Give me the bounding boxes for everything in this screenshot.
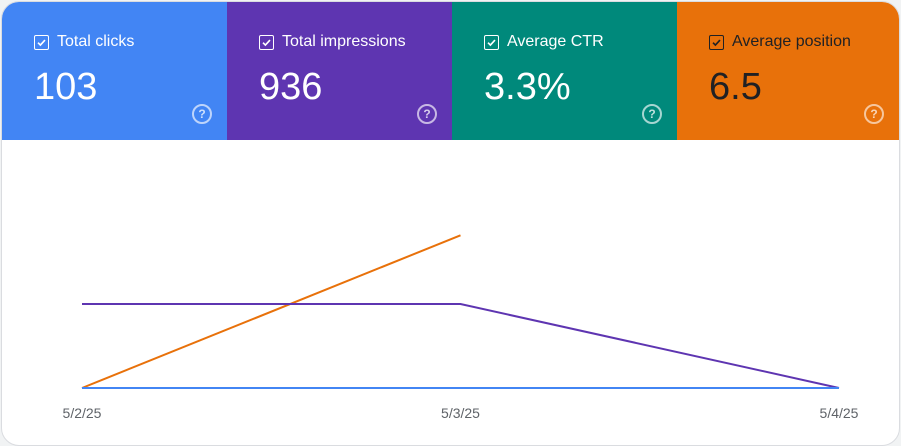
- help-icon[interactable]: ?: [417, 104, 437, 124]
- metric-value: 103: [34, 66, 98, 108]
- help-icon[interactable]: ?: [192, 104, 212, 124]
- metric-tile-average-ctr[interactable]: Average CTR 3.3% ?: [452, 2, 677, 140]
- metric-tiles: Total clicks 103 ? Total impressions 936…: [2, 2, 899, 140]
- metric-value: 936: [259, 66, 323, 108]
- x-tick-label: 5/4/25: [820, 405, 859, 421]
- line-chart: 5/2/25 5/3/25 5/4/25: [63, 234, 859, 421]
- metric-label: Total impressions: [282, 33, 406, 50]
- x-tick-label: 5/2/25: [63, 405, 102, 421]
- checkbox-icon[interactable]: [709, 34, 724, 50]
- series-line-total-impressions: [82, 303, 840, 389]
- metric-label: Average CTR: [507, 33, 604, 50]
- help-icon[interactable]: ?: [864, 104, 884, 124]
- help-icon[interactable]: ?: [642, 104, 662, 124]
- checkbox-icon[interactable]: [34, 34, 49, 50]
- metric-label: Average position: [732, 33, 851, 50]
- x-tick-label: 5/3/25: [441, 405, 480, 421]
- checkbox-icon[interactable]: [484, 34, 499, 50]
- metric-label: Total clicks: [57, 33, 135, 50]
- checkbox-icon[interactable]: [259, 34, 274, 50]
- metric-tile-total-clicks[interactable]: Total clicks 103 ?: [2, 2, 227, 140]
- metric-value: 3.3%: [484, 66, 571, 108]
- series-line-average-position: [81, 234, 461, 389]
- metric-tile-average-position[interactable]: Average position 6.5 ?: [677, 2, 899, 140]
- chart-area: 5/2/25 5/3/25 5/4/25: [2, 140, 899, 445]
- metric-tile-total-impressions[interactable]: Total impressions 936 ?: [227, 2, 452, 140]
- metric-value: 6.5: [709, 66, 762, 108]
